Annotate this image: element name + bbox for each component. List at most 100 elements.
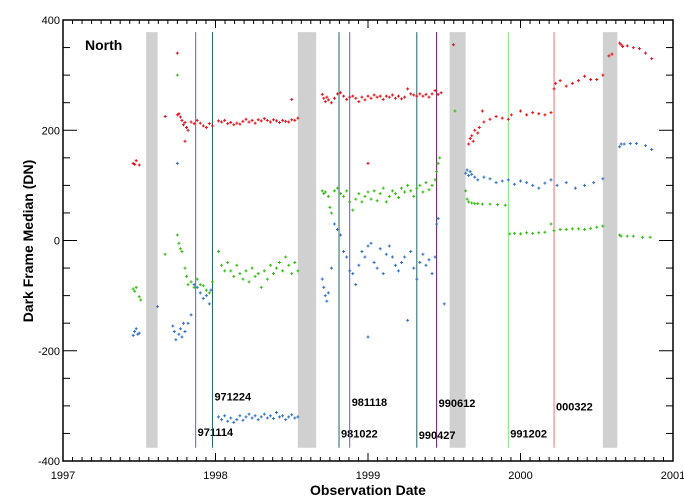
data-point — [223, 118, 227, 122]
data-point — [181, 321, 185, 325]
data-point — [390, 189, 394, 193]
data-point — [278, 261, 282, 265]
data-point — [241, 418, 245, 422]
data-point — [488, 177, 492, 181]
data-point — [644, 51, 648, 55]
data-point — [201, 296, 205, 300]
data-point — [430, 92, 434, 96]
data-point — [509, 113, 513, 117]
data-point — [393, 96, 397, 100]
data-point — [621, 44, 625, 48]
y-tick-label: -200 — [38, 346, 60, 358]
data-point — [204, 125, 208, 129]
data-point — [433, 178, 437, 182]
data-point — [348, 95, 352, 99]
data-point — [238, 122, 242, 126]
data-point — [381, 186, 385, 190]
data-point — [275, 410, 278, 414]
data-point — [137, 331, 141, 335]
data-point — [384, 94, 388, 98]
data-point — [293, 416, 297, 420]
x-tick-label: 1998 — [203, 470, 227, 482]
data-point — [253, 121, 257, 125]
data-point — [378, 94, 382, 98]
y-tick-label: -400 — [38, 456, 60, 468]
data-point — [201, 124, 205, 128]
data-point — [427, 95, 431, 99]
data-point — [183, 266, 187, 270]
data-point — [369, 197, 373, 201]
data-point — [268, 414, 272, 418]
data-point — [198, 121, 202, 125]
data-point — [435, 222, 439, 226]
data-point — [400, 186, 404, 190]
data-point — [278, 415, 282, 419]
data-point — [354, 96, 358, 100]
data-point — [210, 280, 214, 284]
data-point — [189, 280, 193, 284]
data-point — [525, 181, 529, 185]
event-label: 000322 — [556, 401, 593, 413]
data-point — [482, 120, 486, 124]
data-point — [323, 294, 327, 298]
data-point — [618, 41, 622, 45]
data-point — [421, 94, 425, 98]
data-point — [476, 178, 480, 182]
data-point — [543, 181, 547, 185]
data-point — [378, 192, 382, 196]
data-point — [421, 252, 425, 256]
data-point — [134, 285, 138, 289]
data-point — [348, 200, 352, 204]
data-point — [418, 261, 422, 265]
data-point — [326, 194, 330, 198]
data-point — [322, 285, 326, 289]
x-tick-label: 2001 — [661, 470, 684, 482]
data-point — [139, 298, 143, 302]
data-point — [519, 232, 522, 236]
data-point — [424, 181, 428, 185]
data-point — [186, 283, 190, 287]
data-point — [488, 117, 492, 121]
data-point — [235, 121, 239, 125]
data-point — [131, 287, 135, 291]
data-point — [329, 211, 333, 215]
data-point — [468, 137, 472, 141]
data-point — [223, 414, 227, 418]
data-point — [256, 118, 260, 122]
data-point — [284, 119, 288, 123]
data-point — [322, 96, 326, 100]
data-point — [186, 321, 190, 325]
data-point — [390, 255, 394, 259]
data-point — [250, 118, 254, 122]
data-point — [175, 161, 179, 165]
data-point — [192, 122, 196, 126]
data-point — [470, 172, 474, 176]
data-point — [345, 255, 349, 259]
data-point — [175, 73, 179, 77]
data-point — [471, 139, 475, 143]
data-point — [268, 120, 272, 124]
series-blue — [131, 141, 654, 424]
data-point — [329, 101, 333, 105]
y-axis-label: Dark Frame Median (DN) — [20, 160, 36, 323]
data-point — [467, 200, 471, 204]
data-point — [488, 202, 492, 206]
data-point — [290, 413, 294, 417]
data-point — [259, 119, 263, 123]
data-point — [421, 190, 425, 194]
data-point — [354, 197, 358, 201]
data-point — [641, 235, 644, 239]
data-point — [253, 274, 257, 278]
data-point — [172, 329, 176, 333]
data-point — [195, 118, 199, 122]
data-point — [177, 332, 181, 336]
data-point — [366, 94, 370, 98]
data-point — [241, 277, 245, 281]
y-tick-label: 400 — [42, 15, 60, 27]
data-point — [601, 73, 605, 77]
data-point — [253, 414, 257, 418]
data-point — [625, 44, 629, 48]
data-point — [175, 233, 179, 237]
data-point — [256, 272, 260, 276]
axis-ticks: 1997 1998 1999 2000 2001 -400 -200 0 200 400 — [38, 15, 684, 482]
